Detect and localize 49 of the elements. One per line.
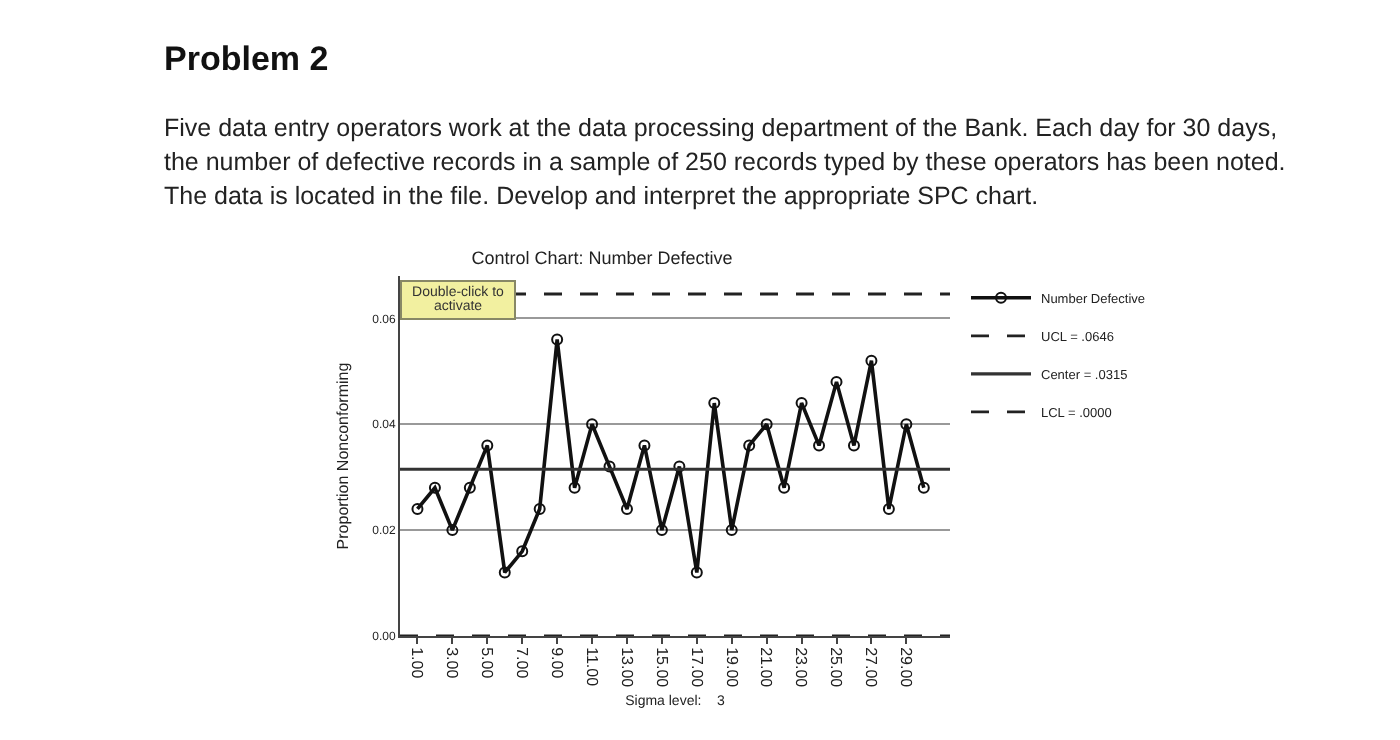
point: [830, 375, 843, 388]
chart-title: Control Chart: Number Defective: [471, 247, 733, 268]
point: [603, 460, 616, 473]
point: [708, 397, 721, 410]
point: [516, 545, 529, 558]
point: [917, 481, 930, 494]
x-tick-label: 3.00: [443, 647, 462, 680]
y-axis-title: Proportion Nonconforming: [334, 362, 352, 550]
point: [795, 397, 808, 410]
x-tick-label: 17.00: [687, 647, 706, 689]
point: [813, 439, 826, 452]
x-tick-label: 11.00: [582, 647, 601, 688]
point: [551, 333, 564, 346]
x-tick-label: 7.00: [513, 647, 532, 680]
point: [882, 502, 895, 515]
point: [481, 439, 494, 452]
point: [568, 481, 581, 494]
point: [743, 439, 756, 452]
point: [760, 418, 773, 431]
point: [725, 524, 738, 537]
x-tick-label: 23.00: [792, 647, 811, 689]
point: [673, 460, 686, 473]
x-tick-label: 19.00: [722, 647, 741, 689]
text: Problem 2: [164, 40, 329, 80]
x-tick-label: 21.00: [757, 647, 776, 689]
point: [638, 439, 651, 452]
point: [865, 354, 878, 367]
point: [847, 439, 860, 452]
point: [428, 481, 441, 494]
point: [446, 524, 459, 537]
x-tick-label: 29.00: [897, 647, 916, 689]
x-tick-label: 9.00: [547, 647, 566, 680]
x-tick-label: 1.00: [408, 647, 427, 680]
point: [586, 418, 599, 431]
point: [900, 418, 913, 431]
point: [533, 502, 546, 515]
point: [778, 481, 791, 494]
point: [463, 481, 476, 494]
x-tick-label: 25.00: [827, 647, 846, 689]
point: [411, 502, 424, 515]
point: [655, 524, 668, 537]
x-tick-label: 27.00: [862, 647, 881, 689]
point: [498, 566, 511, 579]
x-tick-label: 5.00: [478, 647, 497, 680]
x-tick-label: 13.00: [617, 647, 636, 689]
point: [620, 502, 633, 515]
point: [690, 566, 703, 579]
text: Five data entry operators work at the data processing department of the Bank. Each day for 30 days, the number of defective records in a sample of 250 records typed by these operators has been noted. The data is located in the file. Develop and interpret the appropriate SPC chart.: [164, 112, 1288, 214]
x-tick-label: 15.00: [652, 647, 671, 689]
